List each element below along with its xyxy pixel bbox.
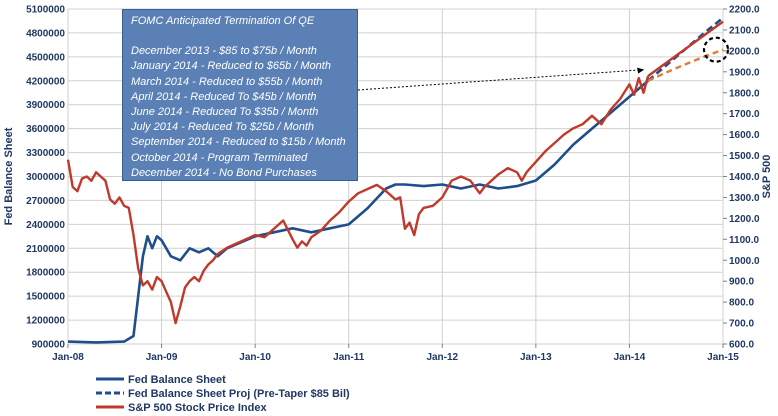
annotation-title: FOMC Anticipated Termination Of QE [131, 15, 315, 27]
x-tick-label: Jan-08 [52, 352, 84, 363]
y-left-tick-label: 4500000 [26, 52, 65, 63]
annotation-line: June 2014 - Reduced To $35b / Month [131, 106, 319, 119]
legend-label: Fed Balance Sheet [128, 374, 226, 386]
y-right-tick-label: 1100.0 [729, 235, 759, 246]
y-right-tick-label: 1400.0 [729, 172, 760, 183]
trend-balance-tapered [647, 48, 724, 82]
y-right-axis-title: S&P 500 [761, 155, 773, 199]
trend-sp500 [647, 20, 724, 77]
y-right-tick-label: 2100.0 [729, 25, 760, 36]
y-left-tick-label: 2100000 [26, 244, 65, 255]
y-right-tick-label: 1500.0 [729, 151, 760, 162]
y-left-tick-label: 1200000 [26, 316, 65, 327]
y-right-tick-label: 2000.0 [729, 46, 760, 57]
series-sp500 [66, 75, 650, 325]
y-right-tick-label: 800.0 [729, 298, 754, 309]
y-left-tick-label: 3900000 [26, 100, 65, 111]
qe-annotation-box: FOMC Anticipated Termination Of QE Decem… [122, 9, 358, 181]
y-right-tick-label: 1200.0 [729, 214, 760, 225]
series-layer [66, 16, 724, 344]
x-tick-label: Jan-10 [239, 352, 271, 363]
annotation-arrow-head [637, 67, 645, 74]
y-right-tick-label: 1700.0 [729, 109, 760, 120]
y-right-tick-label: 1800.0 [729, 88, 760, 99]
y-left-tick-label: 3000000 [26, 172, 65, 183]
y-left-tick-label: 900000 [32, 340, 66, 351]
annotation-line: March 2014 - Reduced to $55b / Month [131, 75, 323, 88]
y-right-tick-label: 700.0 [729, 319, 754, 330]
legend-label: Fed Balance Sheet Proj (Pre-Taper $85 Bi… [128, 388, 350, 400]
y-left-axis-title: Fed Balance Sheet [3, 127, 15, 225]
y-left-tick-label: 4800000 [26, 28, 65, 39]
legend-layer: Fed Balance Sheet Fed Balance Sheet Proj … [96, 374, 350, 414]
y-right-tick-label: 1300.0 [729, 193, 760, 204]
y-right-tick-label: 1900.0 [729, 67, 760, 78]
x-tick-label: Jan-13 [520, 352, 552, 363]
annotation-line: October 2014 - Program Terminated [131, 151, 308, 164]
y-left-tick-label: 2700000 [26, 196, 65, 207]
annotation-lines: December 2013 - $85 to $75b / Month Janua… [131, 44, 349, 181]
x-tick-label: Jan-15 [707, 352, 739, 363]
annotation-line: July 2014 - Reduced To $25b / Month [131, 121, 315, 134]
annotation-line: January 2014 - Reduced to $65b / Month [131, 60, 331, 73]
y-left-tick-label: 1500000 [26, 292, 65, 303]
series-fed-balance-sheet [67, 79, 649, 344]
y-left-tick-label: 1800000 [26, 268, 65, 279]
y-right-tick-label: 2200.0 [729, 5, 760, 16]
x-tick-label: Jan-14 [614, 352, 646, 363]
y-left-tick-label: 5100000 [26, 5, 65, 16]
y-left-tick-label: 4200000 [26, 76, 65, 87]
termination-marker-circle [702, 36, 730, 63]
y-right-tick-label: 1000.0 [729, 256, 760, 267]
annotation-line: September 2014 - Reduced to $15b / Month [131, 136, 346, 149]
legend-label: S&P 500 Stock Price Index [128, 402, 267, 414]
y-right-tick-label: 900.0 [729, 277, 754, 288]
x-tick-label: Jan-09 [146, 352, 178, 363]
y-left-tick-label: 3300000 [26, 148, 65, 159]
x-tick-label: Jan-12 [426, 352, 458, 363]
annotation-line: April 2014 - Reduced To $45b / Month [131, 90, 317, 103]
annotation-layer [357, 36, 730, 91]
x-tick-label: Jan-11 [333, 352, 365, 363]
axis-layer: 5100000 4800000 4500000 4200000 3900000 36000… [3, 5, 773, 364]
annotation-line: December 2014 - No Bond Purchases [131, 166, 317, 179]
y-left-tick-label: 3600000 [26, 124, 65, 135]
y-left-tick-label: 2400000 [26, 220, 65, 231]
y-right-tick-label: 600.0 [729, 340, 754, 351]
y-right-tick-label: 1600.0 [729, 130, 760, 141]
annotation-line: December 2013 - $85 to $75b / Month [131, 45, 317, 58]
